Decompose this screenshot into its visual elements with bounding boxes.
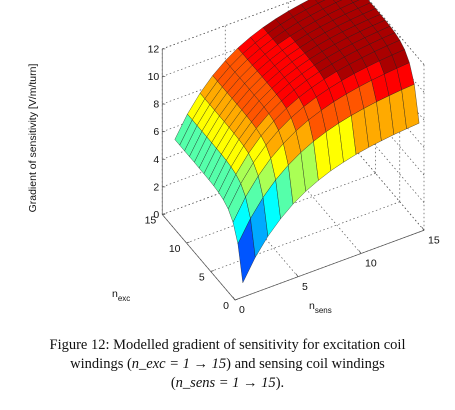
z-grid-line <box>368 0 425 65</box>
z-grid-line <box>162 0 296 50</box>
nexc-tick-label: 10 <box>169 243 181 255</box>
surface-patch <box>401 84 420 130</box>
nexc-tick-mark <box>162 213 166 215</box>
nsens-tick-label: 15 <box>428 234 440 246</box>
caption-line-1: Figure 12: Modelled gradient of sensitiv… <box>49 337 406 353</box>
caption-line-2-pre: windings ( <box>70 356 132 372</box>
caption-line-2-post: ) and sensing coil windings <box>226 356 385 372</box>
z-tick-label: 2 <box>153 181 159 193</box>
nsens-tick-label: 0 <box>239 304 245 316</box>
figure-caption: Figure 12: Modelled gradient of sensitiv… <box>20 336 435 393</box>
nexc-axis-line <box>161 214 236 301</box>
nsens-axis-line <box>234 229 425 301</box>
z-tick-label: 10 <box>148 71 160 83</box>
caption-line-3-post: ). <box>275 375 285 391</box>
caption-math-nsens: n_sens = 1 → 15 <box>175 375 276 391</box>
nsens-tick-label: 10 <box>365 258 377 270</box>
z-tick-label: 12 <box>148 43 160 55</box>
nsens-tick-mark <box>295 273 299 277</box>
caption-line-3-pre: ( <box>170 375 176 391</box>
z-grid-line <box>350 116 425 203</box>
nexc-tick-label: 5 <box>199 272 205 284</box>
nexc-axis-label: nexc <box>112 288 130 303</box>
floor-grid <box>287 167 362 254</box>
nexc-tick-mark <box>210 270 214 272</box>
floor-grid <box>350 144 425 231</box>
nexc-tick-mark <box>186 241 190 244</box>
nsens-tick-label: 5 <box>302 281 308 293</box>
nexc-tick-label: 0 <box>223 300 229 312</box>
surface-patch <box>315 0 326 4</box>
nsens-tick-mark <box>421 227 425 231</box>
z-tick-label: 0 <box>153 209 159 221</box>
z-tick-label: 8 <box>153 99 159 111</box>
floor-grid <box>210 201 400 272</box>
z-tick-label: 4 <box>153 154 159 166</box>
surface-figure: 0 2 4 6 8 10 12 0 5 10 15 0 5 10 15 nexc nsens Gradient o… <box>27 0 440 316</box>
surface-patch <box>350 0 360 3</box>
nexc-tick-mark <box>234 298 239 301</box>
nsens-axis-label: nsens <box>309 300 332 315</box>
z-tick-label: 6 <box>153 126 159 138</box>
nsens-tick-mark <box>358 250 362 254</box>
nexc-tick-label: 15 <box>145 215 157 227</box>
z-axis-label: Gradient of sensitivity [V/m/turn] <box>27 64 39 213</box>
caption-math-nexc: n_exc = 1 → 15 <box>131 356 227 372</box>
nsens-tick-mark <box>232 296 236 301</box>
surface-patch <box>333 0 343 3</box>
